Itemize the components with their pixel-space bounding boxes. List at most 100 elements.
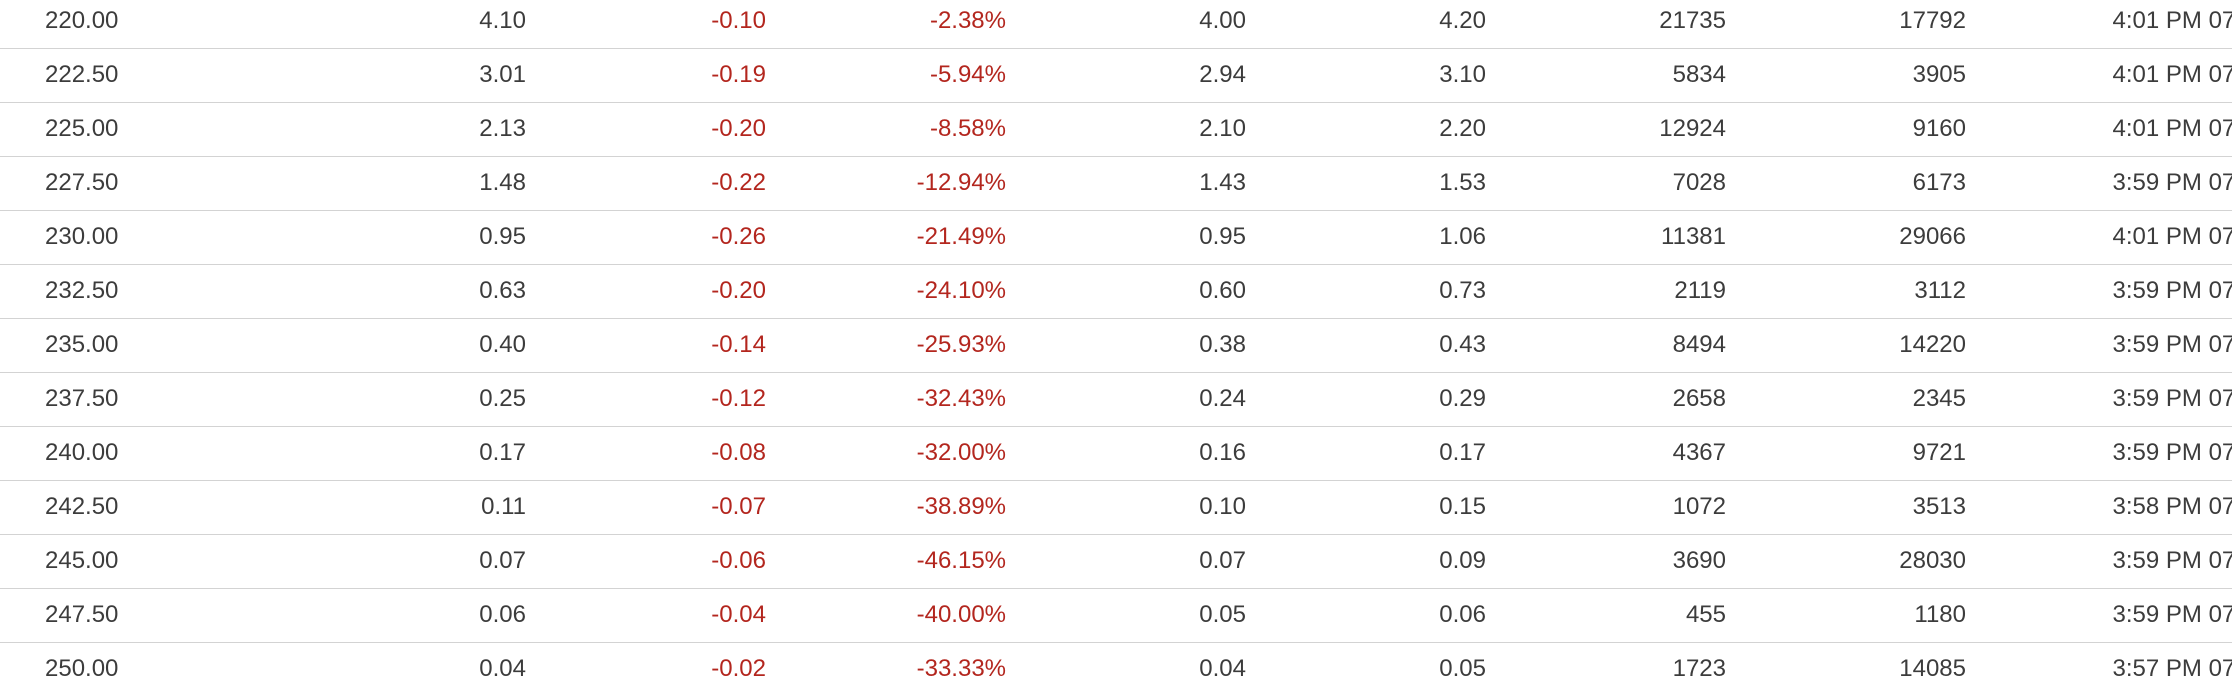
percent-change-cell: -46.15% bbox=[766, 534, 1006, 588]
price-change-cell: -0.26 bbox=[526, 210, 766, 264]
open-interest-cell: 3905 bbox=[1726, 48, 1966, 102]
strike-price-cell: 242.50 bbox=[0, 480, 283, 534]
table-row[interactable]: 225.00 2.13 -0.20 -8.58% 2.10 2.20 12924 9160 4:… bbox=[0, 102, 2232, 156]
strike-price-cell: 237.50 bbox=[0, 372, 283, 426]
strike-price-cell: 240.00 bbox=[0, 426, 283, 480]
table-row[interactable]: 222.50 3.01 -0.19 -5.94% 2.94 3.10 5834 3905 4:0… bbox=[0, 48, 2232, 102]
table-row[interactable]: 227.50 1.48 -0.22 -12.94% 1.43 1.53 7028 6173 3:… bbox=[0, 156, 2232, 210]
last-trade-time-cell: 3:59 PM 07/26/24 bbox=[1966, 426, 2232, 480]
table-row[interactable]: 247.50 0.06 -0.04 -40.00% 0.05 0.06 455 1180 3:5… bbox=[0, 588, 2232, 642]
open-interest-cell: 29066 bbox=[1726, 210, 1966, 264]
last-price-cell: 0.04 bbox=[283, 642, 526, 696]
ask-price-cell: 0.43 bbox=[1246, 318, 1486, 372]
last-price-cell: 0.63 bbox=[283, 264, 526, 318]
bid-price-cell: 0.38 bbox=[1006, 318, 1246, 372]
percent-change-cell: -8.58% bbox=[766, 102, 1006, 156]
last-trade-time-cell: 3:59 PM 07/26/24 bbox=[1966, 588, 2232, 642]
last-trade-time-cell: 4:01 PM 07/26/24 bbox=[1966, 48, 2232, 102]
bid-price-cell: 2.94 bbox=[1006, 48, 1246, 102]
last-price-cell: 0.07 bbox=[283, 534, 526, 588]
table-row[interactable]: 235.00 0.40 -0.14 -25.93% 0.38 0.43 8494 14220 3… bbox=[0, 318, 2232, 372]
ask-price-cell: 0.15 bbox=[1246, 480, 1486, 534]
bid-price-cell: 0.10 bbox=[1006, 480, 1246, 534]
strike-price-cell: 227.50 bbox=[0, 156, 283, 210]
ask-price-cell: 0.73 bbox=[1246, 264, 1486, 318]
volume-cell: 12924 bbox=[1486, 102, 1726, 156]
volume-cell: 3690 bbox=[1486, 534, 1726, 588]
strike-price-cell: 235.00 bbox=[0, 318, 283, 372]
price-change-cell: -0.22 bbox=[526, 156, 766, 210]
last-price-cell: 3.01 bbox=[283, 48, 526, 102]
percent-change-cell: -25.93% bbox=[766, 318, 1006, 372]
table-row[interactable]: 220.00 4.10 -0.10 -2.38% 4.00 4.20 21735 17792 4… bbox=[0, 0, 2232, 48]
table-row[interactable]: 230.00 0.95 -0.26 -21.49% 0.95 1.06 11381 29066… bbox=[0, 210, 2232, 264]
last-price-cell: 1.48 bbox=[283, 156, 526, 210]
open-interest-cell: 14085 bbox=[1726, 642, 1966, 696]
price-change-cell: -0.02 bbox=[526, 642, 766, 696]
open-interest-cell: 2345 bbox=[1726, 372, 1966, 426]
last-price-cell: 0.17 bbox=[283, 426, 526, 480]
last-price-cell: 2.13 bbox=[283, 102, 526, 156]
percent-change-cell: -24.10% bbox=[766, 264, 1006, 318]
open-interest-cell: 3112 bbox=[1726, 264, 1966, 318]
open-interest-cell: 14220 bbox=[1726, 318, 1966, 372]
price-change-cell: -0.14 bbox=[526, 318, 766, 372]
price-change-cell: -0.08 bbox=[526, 426, 766, 480]
last-price-cell: 4.10 bbox=[283, 0, 526, 48]
strike-price-cell: 225.00 bbox=[0, 102, 283, 156]
strike-price-cell: 247.50 bbox=[0, 588, 283, 642]
last-price-cell: 0.40 bbox=[283, 318, 526, 372]
price-change-cell: -0.04 bbox=[526, 588, 766, 642]
strike-price-cell: 232.50 bbox=[0, 264, 283, 318]
last-trade-time-cell: 4:01 PM 07/26/24 bbox=[1966, 0, 2232, 48]
volume-cell: 8494 bbox=[1486, 318, 1726, 372]
ask-price-cell: 3.10 bbox=[1246, 48, 1486, 102]
ask-price-cell: 0.29 bbox=[1246, 372, 1486, 426]
price-change-cell: -0.20 bbox=[526, 102, 766, 156]
percent-change-cell: -32.43% bbox=[766, 372, 1006, 426]
open-interest-cell: 17792 bbox=[1726, 0, 1966, 48]
table-row[interactable]: 245.00 0.07 -0.06 -46.15% 0.07 0.09 3690 28030 3… bbox=[0, 534, 2232, 588]
last-trade-time-cell: 3:59 PM 07/26/24 bbox=[1966, 534, 2232, 588]
table-row[interactable]: 240.00 0.17 -0.08 -32.00% 0.16 0.17 4367 9721 3:… bbox=[0, 426, 2232, 480]
volume-cell: 1723 bbox=[1486, 642, 1726, 696]
ask-price-cell: 2.20 bbox=[1246, 102, 1486, 156]
ask-price-cell: 0.05 bbox=[1246, 642, 1486, 696]
last-price-cell: 0.25 bbox=[283, 372, 526, 426]
bid-price-cell: 0.16 bbox=[1006, 426, 1246, 480]
volume-cell: 11381 bbox=[1486, 210, 1726, 264]
ask-price-cell: 0.06 bbox=[1246, 588, 1486, 642]
ask-price-cell: 0.09 bbox=[1246, 534, 1486, 588]
price-change-cell: -0.12 bbox=[526, 372, 766, 426]
percent-change-cell: -40.00% bbox=[766, 588, 1006, 642]
volume-cell: 1072 bbox=[1486, 480, 1726, 534]
table-row[interactable]: 237.50 0.25 -0.12 -32.43% 0.24 0.29 2658 2345 3:… bbox=[0, 372, 2232, 426]
volume-cell: 5834 bbox=[1486, 48, 1726, 102]
volume-cell: 21735 bbox=[1486, 0, 1726, 48]
volume-cell: 7028 bbox=[1486, 156, 1726, 210]
table-row[interactable]: 250.00 0.04 -0.02 -33.33% 0.04 0.05 1723 14085 3… bbox=[0, 642, 2232, 696]
last-trade-time-cell: 3:58 PM 07/26/24 bbox=[1966, 480, 2232, 534]
last-price-cell: 0.06 bbox=[283, 588, 526, 642]
open-interest-cell: 9721 bbox=[1726, 426, 1966, 480]
percent-change-cell: -32.00% bbox=[766, 426, 1006, 480]
bid-price-cell: 1.43 bbox=[1006, 156, 1246, 210]
open-interest-cell: 1180 bbox=[1726, 588, 1966, 642]
bid-price-cell: 2.10 bbox=[1006, 102, 1246, 156]
table-row[interactable]: 232.50 0.63 -0.20 -24.10% 0.60 0.73 2119 3112 3:… bbox=[0, 264, 2232, 318]
strike-price-cell: 222.50 bbox=[0, 48, 283, 102]
table-row[interactable]: 242.50 0.11 -0.07 -38.89% 0.10 0.15 1072 3513 3:… bbox=[0, 480, 2232, 534]
percent-change-cell: -33.33% bbox=[766, 642, 1006, 696]
last-trade-time-cell: 3:59 PM 07/26/24 bbox=[1966, 264, 2232, 318]
ask-price-cell: 1.06 bbox=[1246, 210, 1486, 264]
open-interest-cell: 3513 bbox=[1726, 480, 1966, 534]
last-trade-time-cell: 4:01 PM 07/26/24 bbox=[1966, 102, 2232, 156]
bid-price-cell: 0.24 bbox=[1006, 372, 1246, 426]
last-trade-time-cell: 3:57 PM 07/26/24 bbox=[1966, 642, 2232, 696]
percent-change-cell: -12.94% bbox=[766, 156, 1006, 210]
last-price-cell: 0.95 bbox=[283, 210, 526, 264]
percent-change-cell: -2.38% bbox=[766, 0, 1006, 48]
volume-cell: 2119 bbox=[1486, 264, 1726, 318]
